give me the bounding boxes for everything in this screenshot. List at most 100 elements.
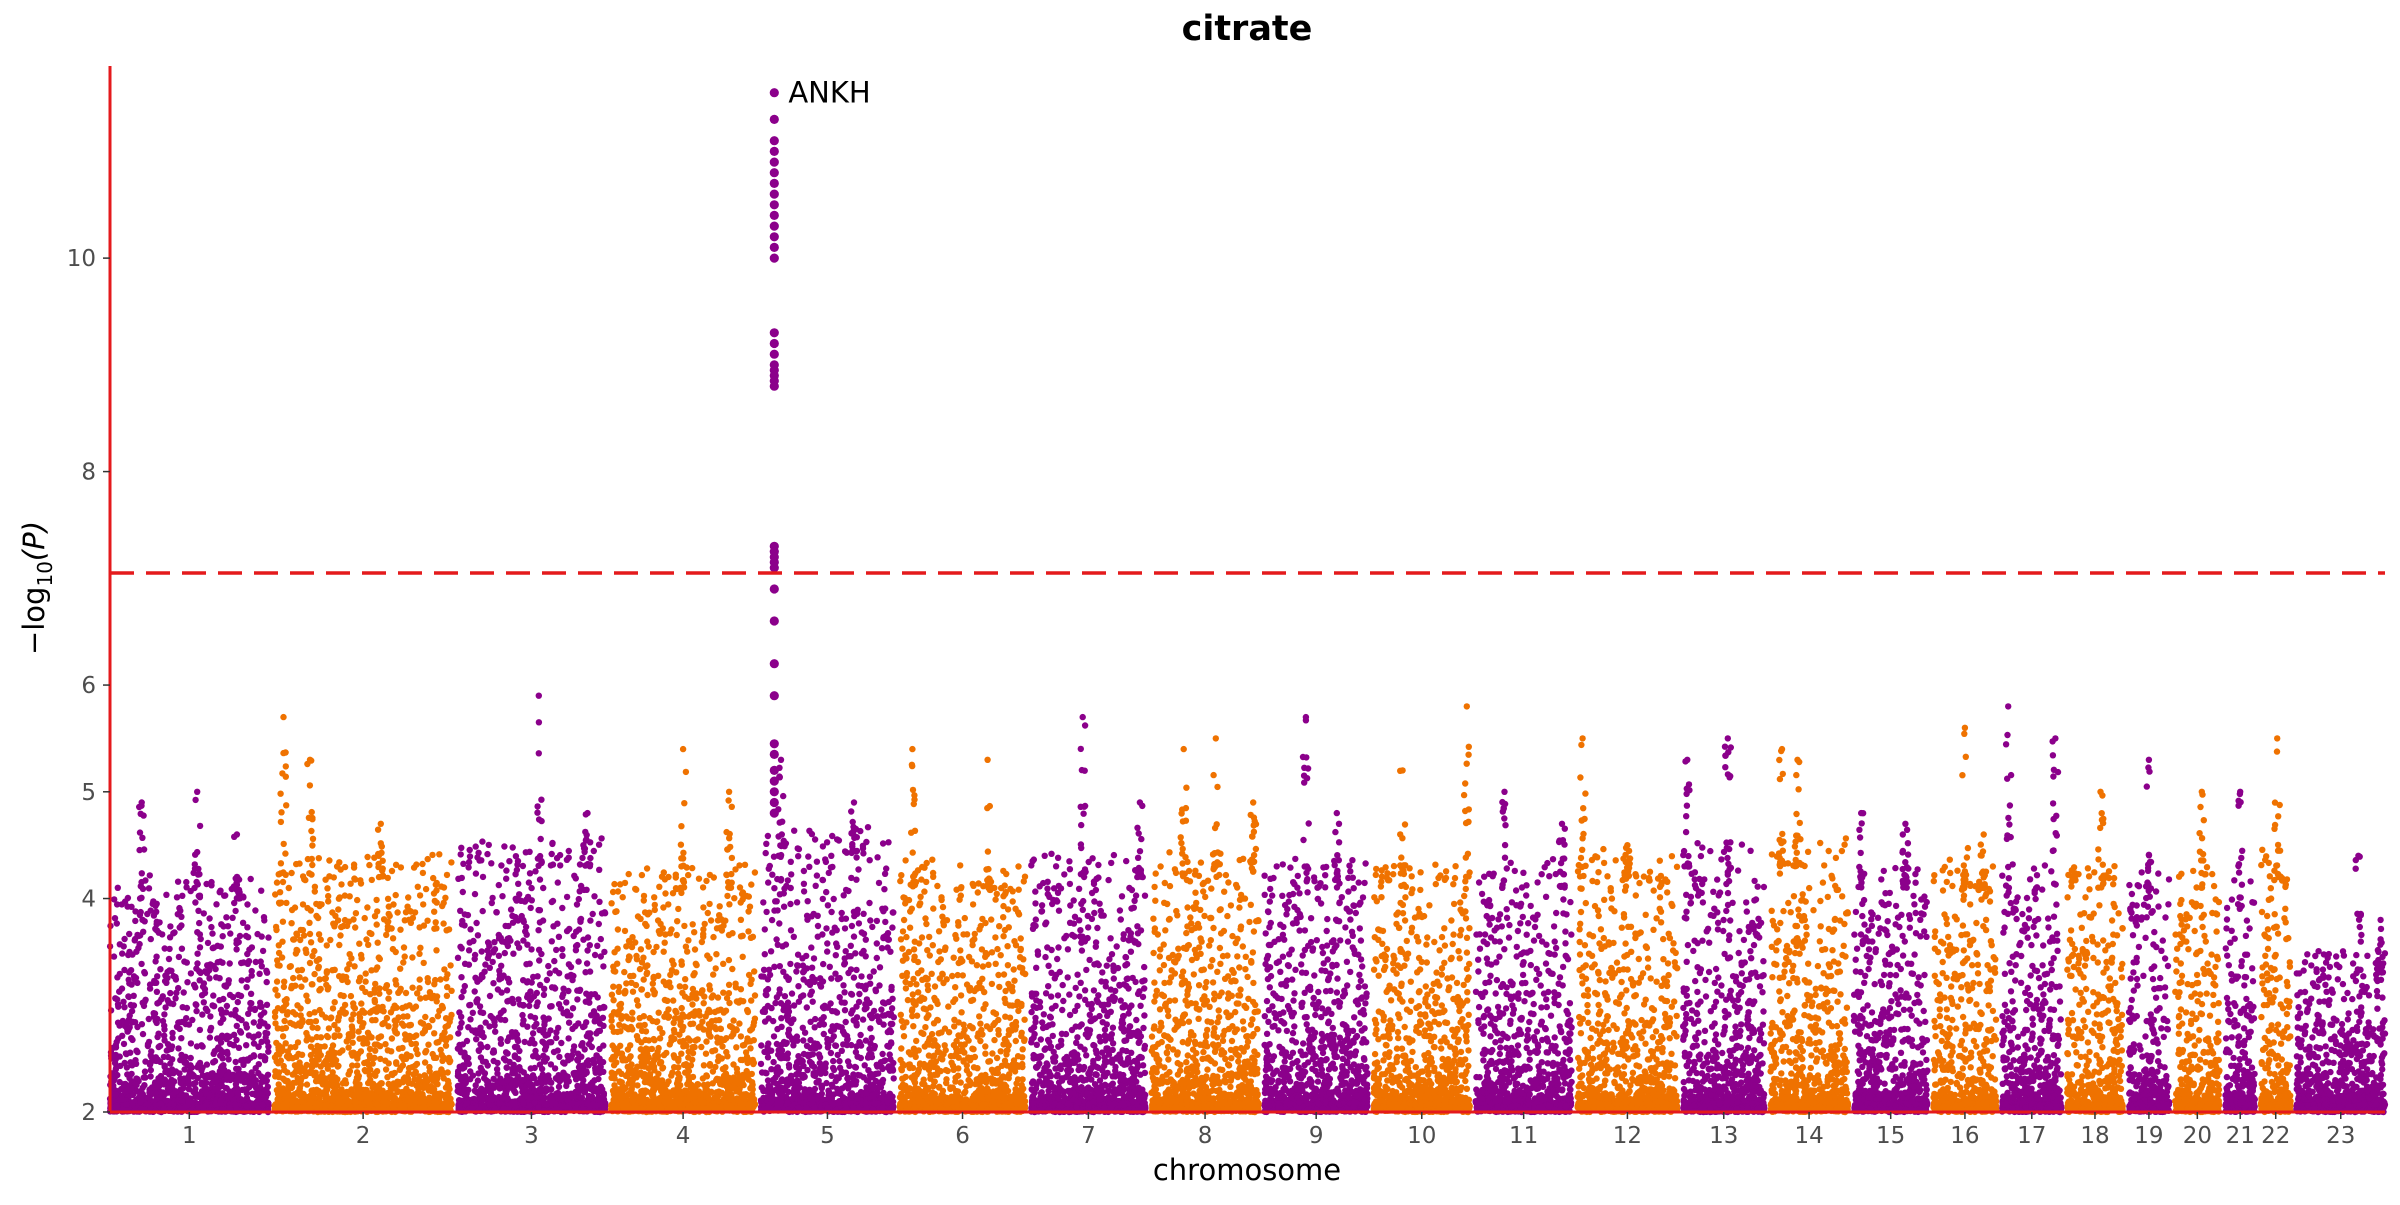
snp-point <box>427 989 433 995</box>
snp-point <box>133 1075 139 1081</box>
snp-point <box>222 892 228 898</box>
snp-point <box>359 1007 365 1013</box>
snp-point <box>431 909 437 915</box>
snp-point <box>317 901 323 907</box>
snp-point <box>116 988 122 994</box>
snp-point <box>316 956 322 962</box>
snp-point <box>496 932 502 938</box>
snp-point <box>433 925 439 931</box>
snp-peak-point <box>192 861 198 867</box>
snp-point <box>385 995 391 1001</box>
snp-point <box>385 918 391 924</box>
chart-title: citrate <box>1182 9 1313 49</box>
snp-point <box>194 1064 200 1070</box>
snp-point <box>598 953 604 959</box>
snp-peak-top <box>194 789 200 795</box>
snp-point <box>501 843 507 849</box>
snp-point <box>154 1020 160 1026</box>
snp-point <box>249 944 255 950</box>
snp-point <box>288 985 294 991</box>
snp-peak-point <box>375 864 381 870</box>
snp-point <box>376 1085 382 1091</box>
snp-point <box>133 1048 139 1054</box>
snp-point <box>195 908 201 914</box>
snp-point <box>193 1001 199 1007</box>
snp-point <box>357 1014 363 1020</box>
snp-point <box>444 872 450 878</box>
snp-point <box>146 1039 152 1045</box>
snp-point <box>535 999 541 1005</box>
snp-point <box>121 967 127 973</box>
snp-point <box>140 1031 146 1037</box>
snp-point <box>289 1055 295 1061</box>
snp-point <box>275 962 281 968</box>
snp-point <box>161 1062 167 1068</box>
snp-point <box>403 909 409 915</box>
snp-point <box>436 851 442 857</box>
snp-point <box>213 901 219 907</box>
snp-point <box>426 1064 432 1070</box>
snp-point <box>324 1033 330 1039</box>
snp-point <box>146 885 152 891</box>
snp-point <box>549 938 555 944</box>
snp-point <box>400 959 406 965</box>
snp-point <box>338 924 344 930</box>
snp-point <box>433 919 439 925</box>
snp-point <box>194 951 200 957</box>
snp-point <box>147 872 153 878</box>
snp-point <box>205 940 211 946</box>
snp-point <box>314 1043 320 1049</box>
snp-point <box>233 1085 239 1091</box>
snp-point <box>326 1050 332 1056</box>
snp-point <box>290 975 296 981</box>
snp-point <box>200 984 206 990</box>
snp-point <box>342 1011 348 1017</box>
snp-point <box>233 1066 239 1072</box>
snp-point <box>593 1052 599 1058</box>
snp-point <box>393 892 399 898</box>
snp-point <box>320 1081 326 1087</box>
snp-point <box>218 1039 224 1045</box>
snp-point <box>281 1018 287 1024</box>
snp-point <box>114 1103 120 1109</box>
snp-point <box>147 985 153 991</box>
snp-point <box>307 931 313 937</box>
snp-point <box>367 1055 373 1061</box>
snp-point <box>406 1022 412 1028</box>
snp-point <box>316 1094 322 1100</box>
snp-point <box>431 1030 437 1036</box>
snp-point <box>455 955 461 961</box>
snp-point <box>389 1086 395 1092</box>
snp-point <box>238 993 244 999</box>
snp-point <box>223 1009 229 1015</box>
snp-peak-point <box>380 858 386 864</box>
snp-peak-point <box>283 774 289 780</box>
snp-point <box>191 982 197 988</box>
snp-point <box>374 921 380 927</box>
snp-point <box>354 1069 360 1075</box>
snp-point <box>157 1043 163 1049</box>
snp-point <box>245 961 251 967</box>
snp-point <box>363 936 369 942</box>
snp-point <box>467 853 473 859</box>
snp-point <box>581 1023 587 1029</box>
snp-point <box>167 923 173 929</box>
snp-point <box>299 1052 305 1058</box>
snp-point <box>292 904 298 910</box>
snp-point <box>210 1059 216 1065</box>
snp-point <box>510 844 516 850</box>
snp-point <box>219 1055 225 1061</box>
snp-point <box>311 971 317 977</box>
snp-peak-point <box>375 851 381 857</box>
snp-point <box>265 934 271 940</box>
snp-point <box>409 954 415 960</box>
snp-point <box>307 960 313 966</box>
snp-point <box>423 886 429 892</box>
snp-point <box>148 907 154 913</box>
snp-point <box>127 1012 133 1018</box>
snp-point <box>123 1050 129 1056</box>
snp-peak-point <box>237 895 243 901</box>
snp-peak-point <box>308 828 314 834</box>
snp-point <box>295 1039 301 1045</box>
